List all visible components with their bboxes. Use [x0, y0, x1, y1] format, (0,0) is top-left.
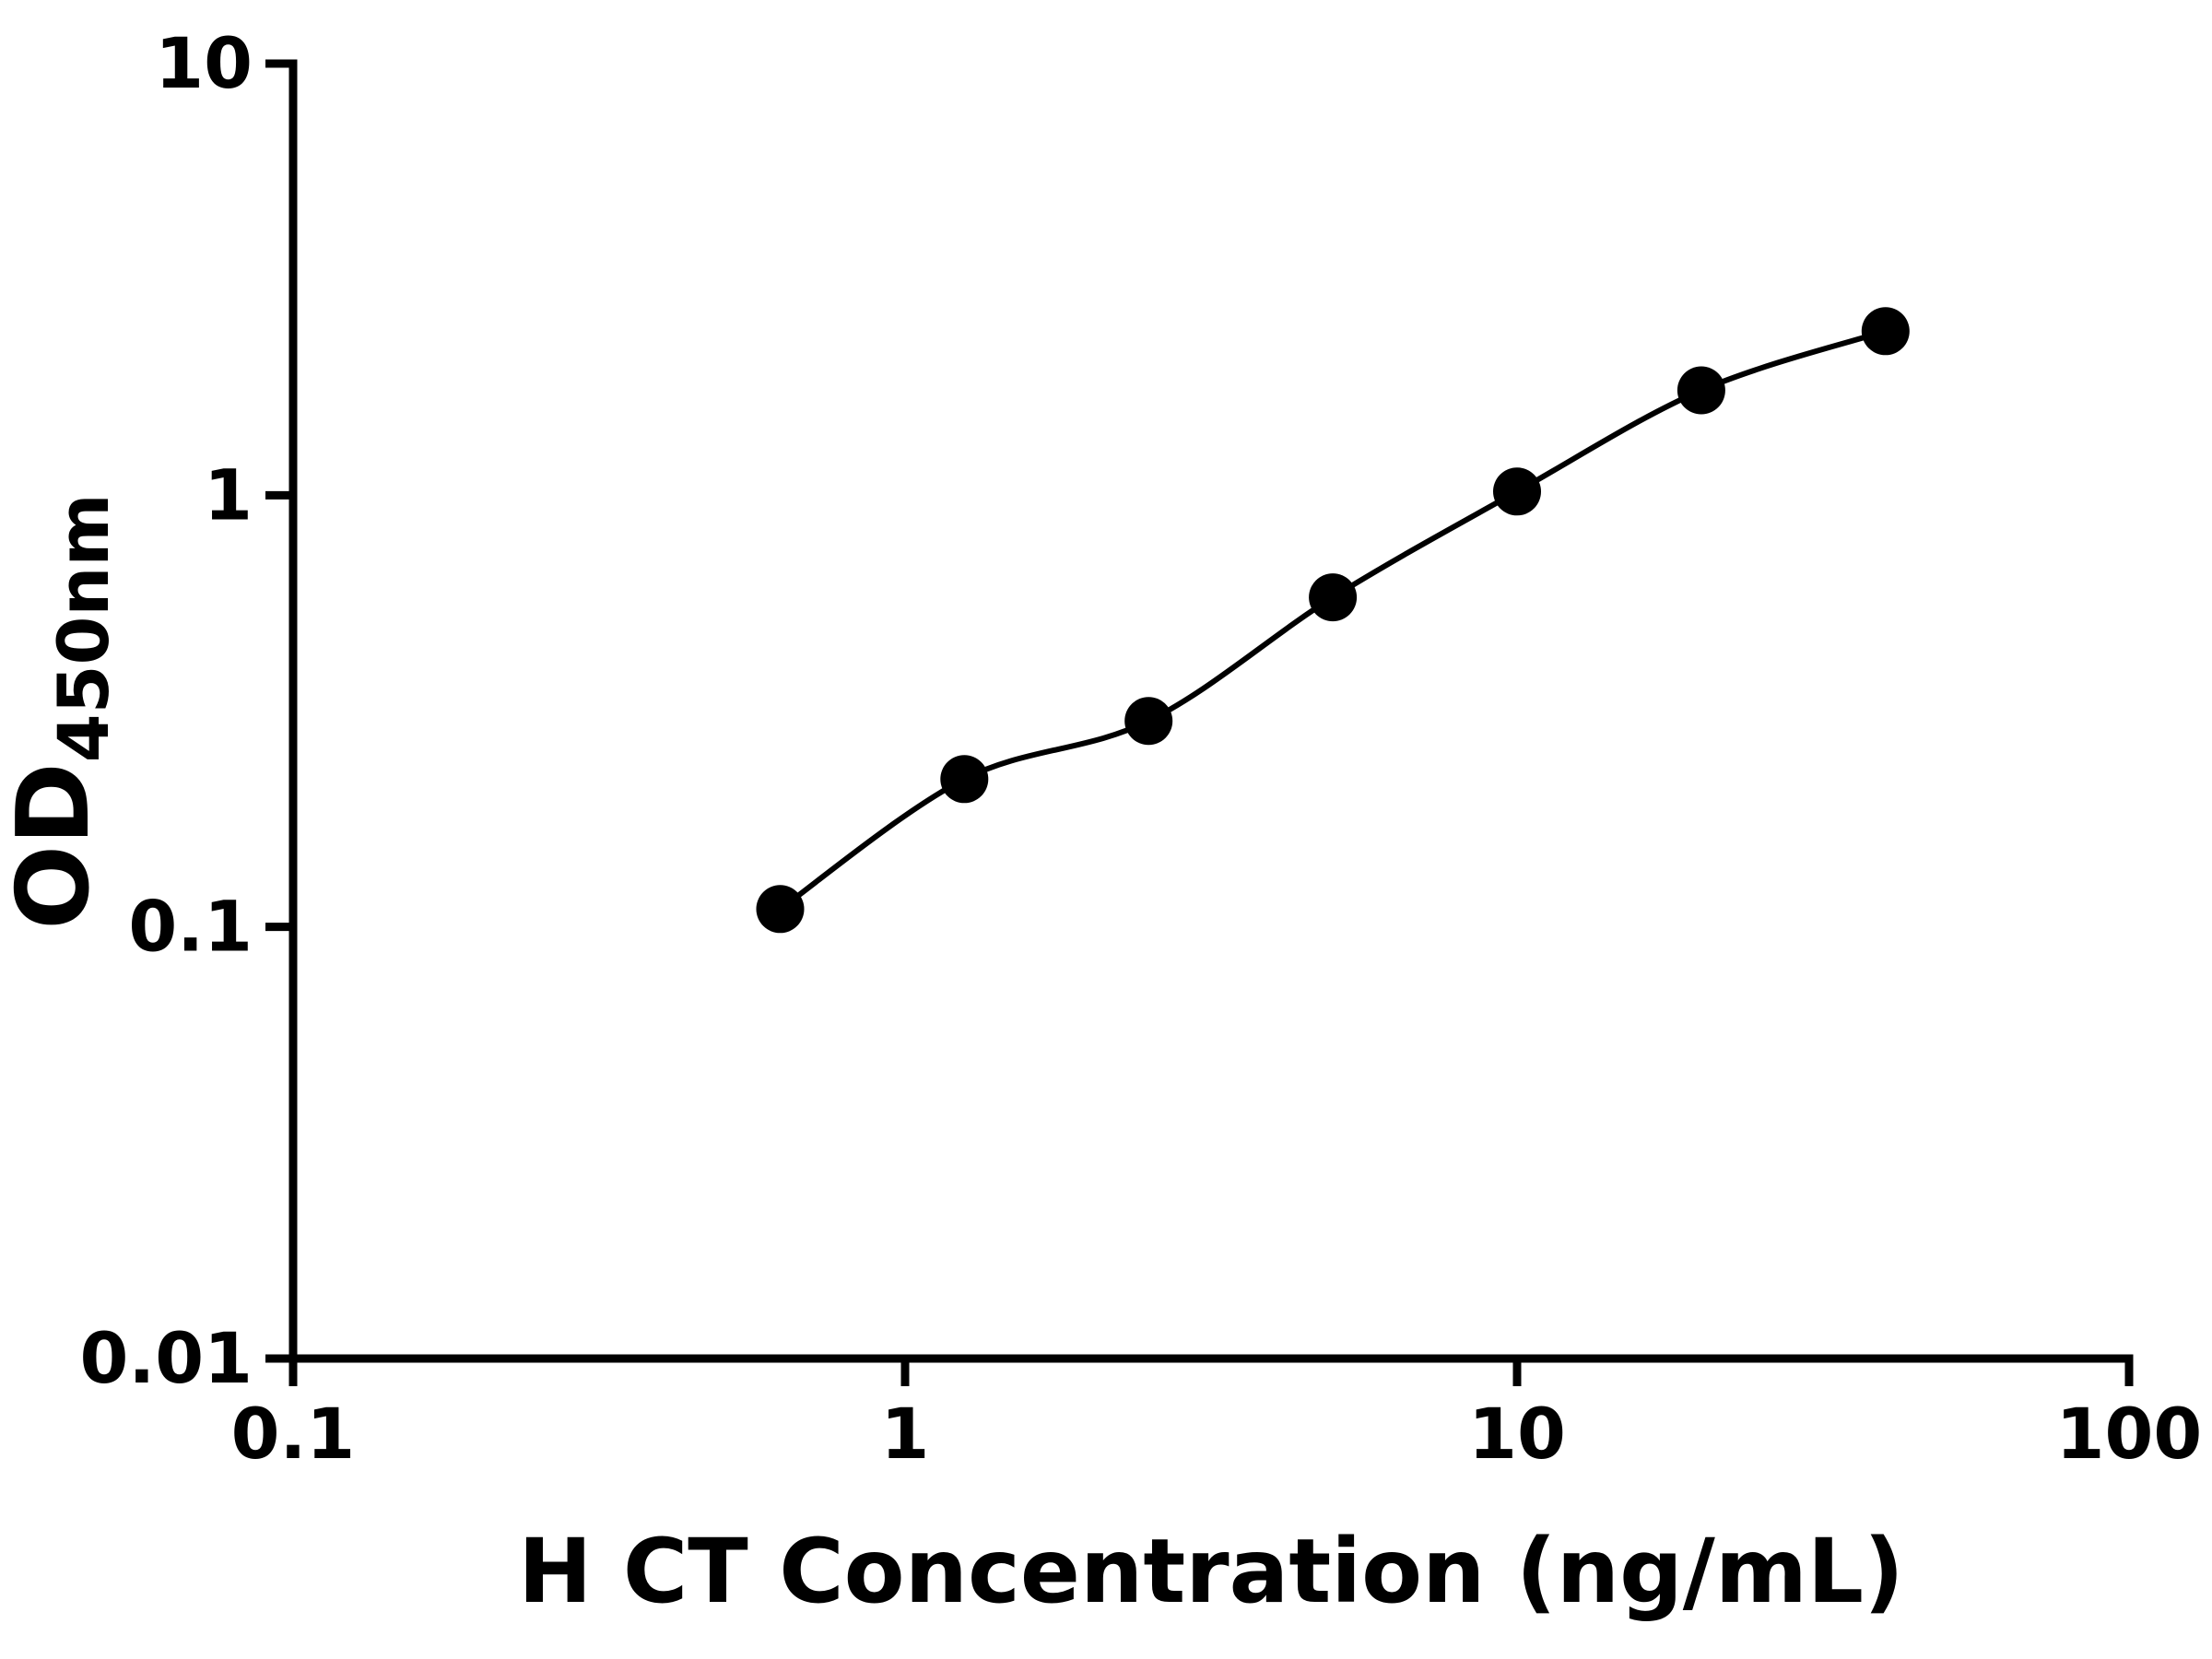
x-tick-label: 100 — [2056, 1393, 2203, 1475]
x-tick-label: 1 — [881, 1393, 930, 1475]
data-point — [1677, 366, 1725, 415]
y-tick-label: 1 — [204, 453, 253, 535]
data-point — [940, 755, 989, 804]
data-points-group — [756, 307, 1910, 934]
data-point — [1493, 467, 1541, 516]
y-tick-label: 10 — [155, 22, 253, 104]
y-axis-label-main: OD — [0, 762, 112, 929]
y-axis-label: OD450nm — [0, 493, 124, 929]
axis-ticks — [265, 59, 2134, 1386]
axes — [288, 59, 2134, 1363]
data-point — [1309, 573, 1358, 622]
y-axis-label-subscript: 450nm — [42, 493, 124, 762]
data-point — [756, 885, 805, 934]
y-tick-label: 0.1 — [128, 886, 253, 968]
data-point — [1861, 307, 1910, 356]
x-tick-label: 10 — [1468, 1393, 1566, 1475]
x-tick-label: 0.1 — [231, 1393, 356, 1475]
x-axis-label: H CT Concentration (ng/mL) — [518, 1520, 1904, 1623]
y-tick-label: 0.01 — [79, 1317, 253, 1399]
data-point — [1124, 697, 1173, 746]
